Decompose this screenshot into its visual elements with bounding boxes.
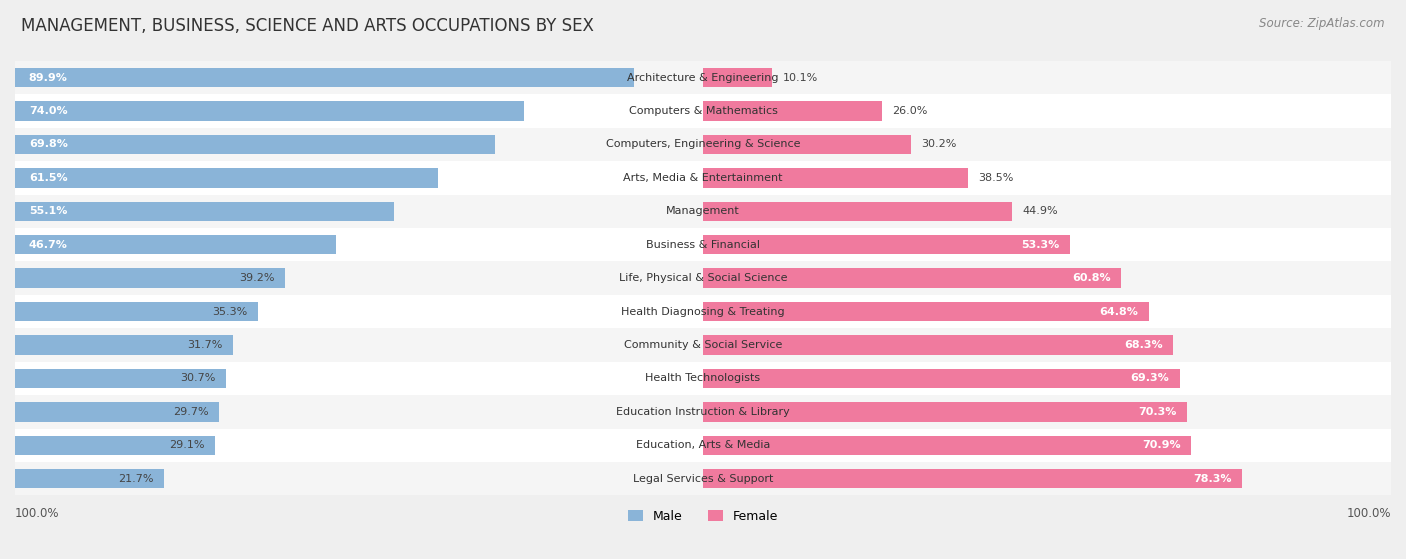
FancyBboxPatch shape bbox=[15, 94, 1391, 127]
Text: Computers & Mathematics: Computers & Mathematics bbox=[628, 106, 778, 116]
Text: 29.1%: 29.1% bbox=[169, 440, 205, 450]
FancyBboxPatch shape bbox=[15, 328, 1391, 362]
Text: MANAGEMENT, BUSINESS, SCIENCE AND ARTS OCCUPATIONS BY SEX: MANAGEMENT, BUSINESS, SCIENCE AND ARTS O… bbox=[21, 17, 593, 35]
Bar bbox=[15, 68, 634, 87]
Text: 53.3%: 53.3% bbox=[1021, 240, 1059, 250]
Bar bbox=[15, 135, 495, 154]
Text: Computers, Engineering & Science: Computers, Engineering & Science bbox=[606, 139, 800, 149]
FancyBboxPatch shape bbox=[15, 395, 1391, 429]
Text: 78.3%: 78.3% bbox=[1192, 473, 1232, 484]
Bar bbox=[703, 202, 1012, 221]
Legend: Male, Female: Male, Female bbox=[628, 510, 778, 523]
Text: 55.1%: 55.1% bbox=[28, 206, 67, 216]
Text: 70.9%: 70.9% bbox=[1142, 440, 1181, 450]
Text: 10.1%: 10.1% bbox=[783, 73, 818, 83]
Text: Management: Management bbox=[666, 206, 740, 216]
Text: 29.7%: 29.7% bbox=[173, 407, 209, 417]
Bar bbox=[15, 101, 524, 121]
Bar bbox=[703, 135, 911, 154]
Text: 89.9%: 89.9% bbox=[28, 73, 67, 83]
Text: 61.5%: 61.5% bbox=[28, 173, 67, 183]
Text: 100.0%: 100.0% bbox=[1347, 507, 1391, 520]
Bar bbox=[703, 268, 1122, 288]
Text: 26.0%: 26.0% bbox=[893, 106, 928, 116]
FancyBboxPatch shape bbox=[15, 61, 1391, 94]
Bar bbox=[703, 402, 1187, 421]
Bar bbox=[15, 469, 165, 489]
Text: 30.2%: 30.2% bbox=[921, 139, 956, 149]
Text: Education Instruction & Library: Education Instruction & Library bbox=[616, 407, 790, 417]
Text: Education, Arts & Media: Education, Arts & Media bbox=[636, 440, 770, 450]
Text: Business & Financial: Business & Financial bbox=[645, 240, 761, 250]
Bar bbox=[703, 435, 1191, 455]
Bar bbox=[15, 302, 257, 321]
Text: 39.2%: 39.2% bbox=[239, 273, 274, 283]
Bar bbox=[15, 202, 394, 221]
FancyBboxPatch shape bbox=[15, 161, 1391, 195]
Text: 21.7%: 21.7% bbox=[118, 473, 155, 484]
Bar bbox=[703, 469, 1241, 489]
Text: Architecture & Engineering: Architecture & Engineering bbox=[627, 73, 779, 83]
Text: 68.3%: 68.3% bbox=[1123, 340, 1163, 350]
FancyBboxPatch shape bbox=[15, 462, 1391, 495]
Text: 69.8%: 69.8% bbox=[28, 139, 67, 149]
Text: 30.7%: 30.7% bbox=[180, 373, 217, 383]
Text: 46.7%: 46.7% bbox=[28, 240, 67, 250]
Bar bbox=[15, 435, 215, 455]
FancyBboxPatch shape bbox=[15, 228, 1391, 262]
Text: 74.0%: 74.0% bbox=[28, 106, 67, 116]
Text: 35.3%: 35.3% bbox=[212, 306, 247, 316]
Bar bbox=[703, 168, 967, 187]
FancyBboxPatch shape bbox=[15, 429, 1391, 462]
Bar bbox=[703, 302, 1149, 321]
Text: 60.8%: 60.8% bbox=[1073, 273, 1111, 283]
Text: Health Diagnosing & Treating: Health Diagnosing & Treating bbox=[621, 306, 785, 316]
Text: 64.8%: 64.8% bbox=[1099, 306, 1139, 316]
Text: 70.3%: 70.3% bbox=[1137, 407, 1177, 417]
Text: Health Technologists: Health Technologists bbox=[645, 373, 761, 383]
Bar bbox=[15, 369, 226, 388]
FancyBboxPatch shape bbox=[15, 362, 1391, 395]
FancyBboxPatch shape bbox=[15, 262, 1391, 295]
Text: Community & Social Service: Community & Social Service bbox=[624, 340, 782, 350]
Bar bbox=[703, 68, 772, 87]
Bar bbox=[15, 268, 284, 288]
Bar bbox=[703, 335, 1173, 354]
Bar bbox=[703, 369, 1180, 388]
Text: 44.9%: 44.9% bbox=[1022, 206, 1057, 216]
Text: 100.0%: 100.0% bbox=[15, 507, 59, 520]
Text: Arts, Media & Entertainment: Arts, Media & Entertainment bbox=[623, 173, 783, 183]
Bar bbox=[15, 402, 219, 421]
Bar bbox=[15, 168, 439, 187]
Bar bbox=[15, 335, 233, 354]
Bar bbox=[703, 235, 1070, 254]
Bar bbox=[15, 235, 336, 254]
FancyBboxPatch shape bbox=[15, 127, 1391, 161]
Text: 69.3%: 69.3% bbox=[1130, 373, 1170, 383]
Text: 31.7%: 31.7% bbox=[187, 340, 222, 350]
Text: Life, Physical & Social Science: Life, Physical & Social Science bbox=[619, 273, 787, 283]
Bar bbox=[703, 101, 882, 121]
Text: Legal Services & Support: Legal Services & Support bbox=[633, 473, 773, 484]
Text: Source: ZipAtlas.com: Source: ZipAtlas.com bbox=[1260, 17, 1385, 30]
FancyBboxPatch shape bbox=[15, 295, 1391, 328]
Text: 38.5%: 38.5% bbox=[979, 173, 1014, 183]
FancyBboxPatch shape bbox=[15, 195, 1391, 228]
